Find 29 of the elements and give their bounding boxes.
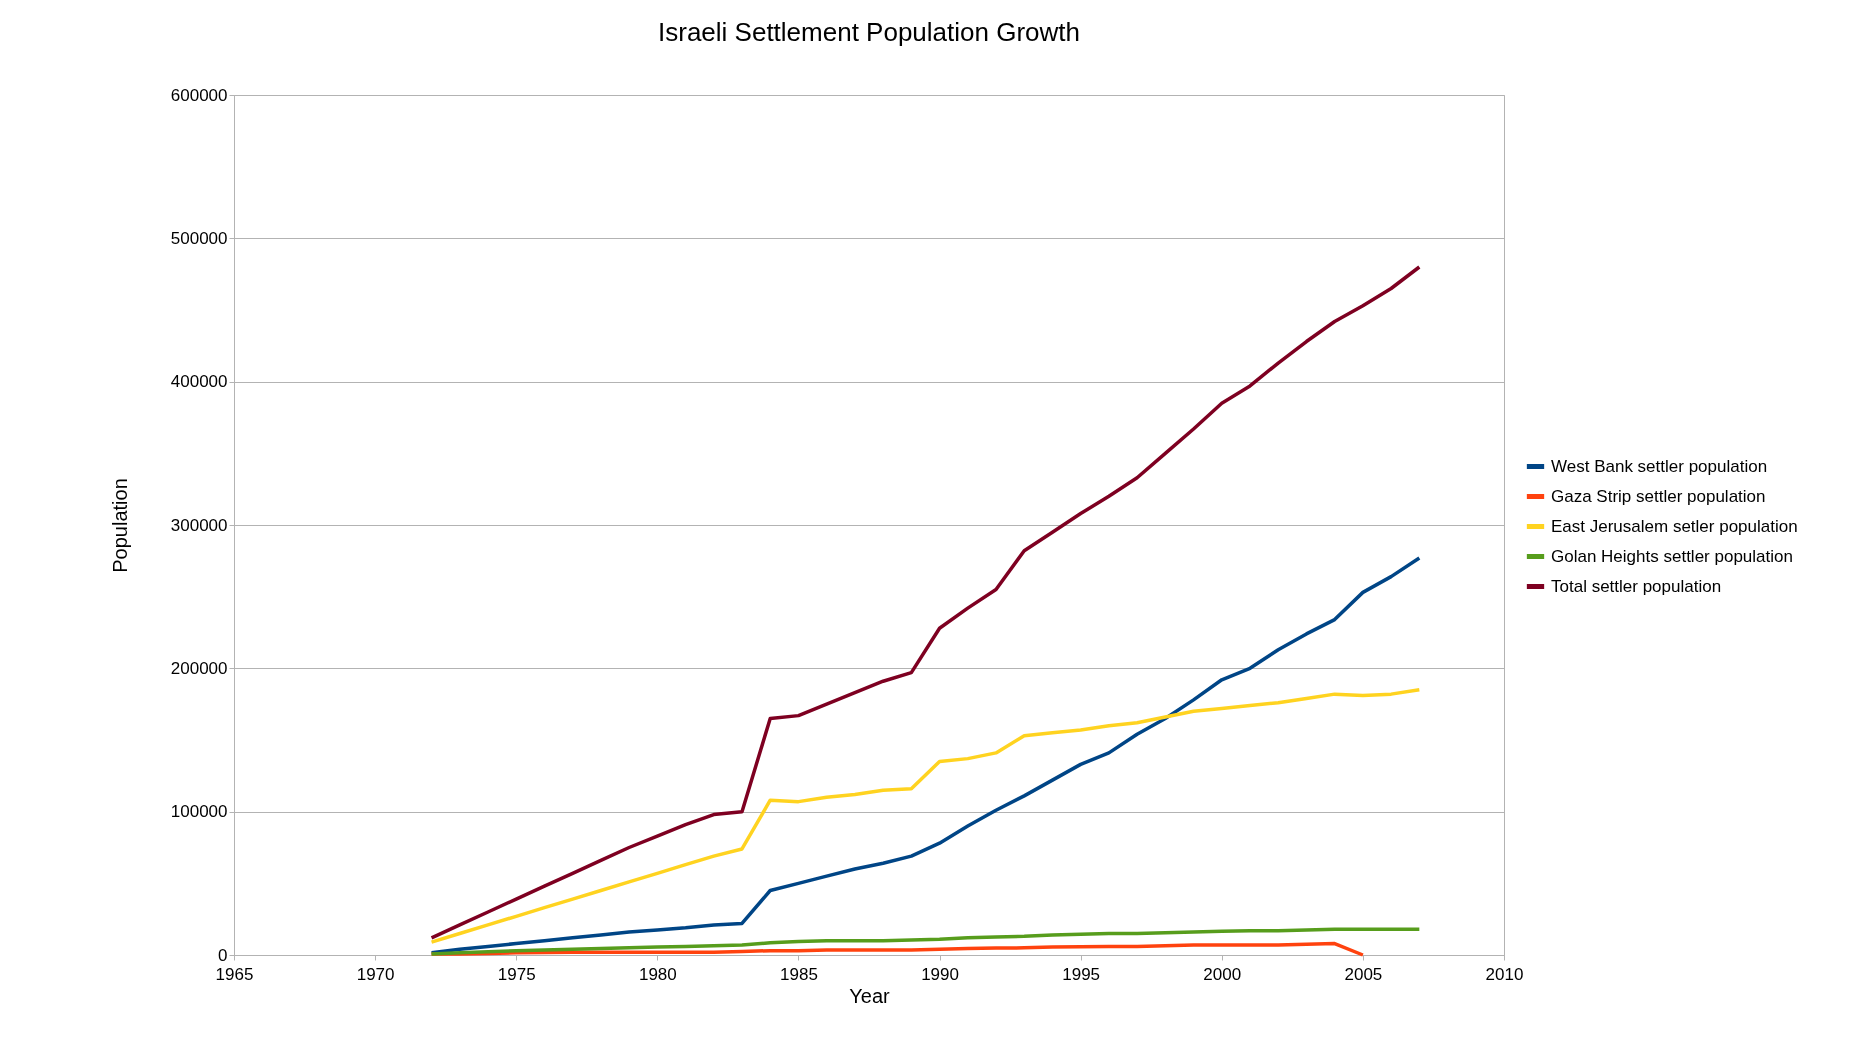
x-axis-title: Year — [849, 984, 891, 1007]
x-tick-label: 1980 — [638, 964, 677, 984]
legend-label: Golan Heights settler population — [1551, 546, 1793, 566]
legend-label: Total settler population — [1551, 576, 1722, 596]
legend-label: East Jerusalem setler population — [1551, 516, 1798, 536]
y-tick-label: 0 — [218, 945, 228, 965]
y-tick-label: 300000 — [170, 515, 228, 535]
x-tick-label: 1965 — [215, 964, 254, 984]
legend-label: Gaza Strip settler population — [1551, 486, 1766, 506]
x-tick-label: 1970 — [356, 964, 395, 984]
x-tick-label: 2005 — [1344, 964, 1383, 984]
y-axis-title: Population — [108, 478, 131, 573]
line-series — [429, 556, 1422, 955]
y-tick-label: 100000 — [170, 802, 228, 822]
x-tick-label: 2010 — [1485, 964, 1524, 984]
y-tick-label: 200000 — [170, 658, 228, 678]
line-series — [429, 688, 1422, 944]
x-tick-label: 1975 — [497, 964, 536, 984]
y-tick-label: 600000 — [170, 85, 228, 105]
x-tick-label: 2000 — [1203, 964, 1242, 984]
y-tick-label: 500000 — [170, 228, 228, 248]
line-series — [429, 265, 1422, 940]
chart-title: Israeli Settlement Population Growth — [658, 17, 1080, 47]
line-series — [429, 927, 1422, 956]
legend-label: West Bank settler population — [1551, 456, 1768, 476]
y-tick-label: 400000 — [170, 372, 228, 392]
x-tick-label: 1985 — [780, 964, 818, 984]
x-tick-label: 1995 — [1062, 964, 1101, 984]
x-tick-label: 1990 — [921, 964, 959, 984]
